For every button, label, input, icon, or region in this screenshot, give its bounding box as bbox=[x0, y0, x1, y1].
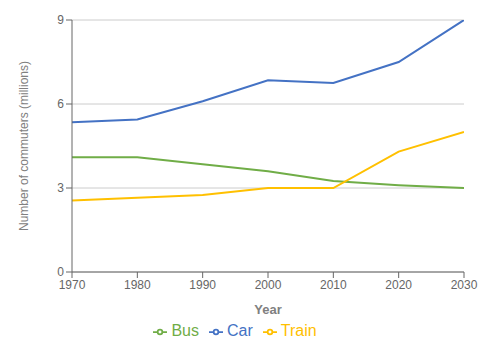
svg-text:2030: 2030 bbox=[451, 278, 478, 292]
svg-text:3: 3 bbox=[57, 181, 64, 195]
svg-text:2020: 2020 bbox=[385, 278, 412, 292]
svg-text:6: 6 bbox=[57, 97, 64, 111]
svg-text:1990: 1990 bbox=[189, 278, 216, 292]
html-text:Bus: Bus bbox=[171, 322, 199, 339]
html-text:Train: Train bbox=[280, 322, 317, 339]
svg-text:2000: 2000 bbox=[255, 278, 282, 292]
svg-text:1970: 1970 bbox=[59, 278, 86, 292]
svg-text:Number of commuters (millions): Number of commuters (millions) bbox=[17, 61, 31, 231]
svg-text:1980: 1980 bbox=[124, 278, 151, 292]
svg-text:9: 9 bbox=[57, 13, 64, 27]
svg-text:Year: Year bbox=[254, 302, 281, 317]
svg-text:0: 0 bbox=[57, 265, 64, 279]
html-text:Car: Car bbox=[227, 322, 253, 339]
svg-text:2010: 2010 bbox=[320, 278, 347, 292]
